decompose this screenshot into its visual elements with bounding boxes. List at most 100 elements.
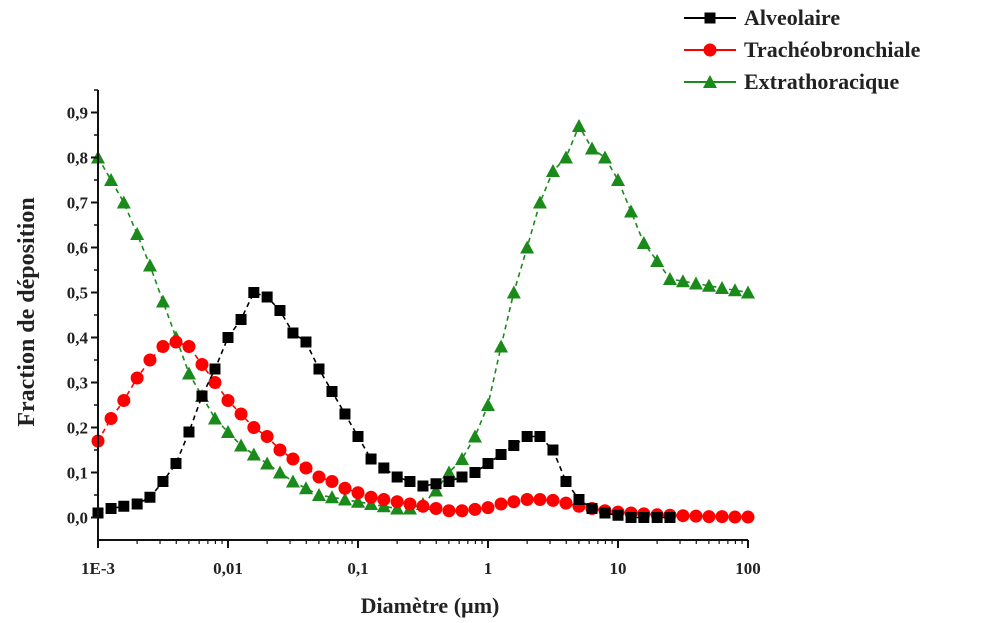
- data-point-extrathoracique: [181, 366, 196, 380]
- data-point-tracheobronchiale: [299, 461, 313, 475]
- data-point-tracheobronchiale: [273, 443, 287, 457]
- legend-label: Extrathoracique: [744, 69, 899, 94]
- data-point-tracheobronchiale: [494, 497, 508, 511]
- y-tick-label: 0,8: [67, 149, 88, 168]
- data-point-tracheobronchiale: [195, 358, 209, 371]
- data-point-extrathoracique: [481, 398, 495, 411]
- data-point-alveolaire: [235, 314, 247, 325]
- data-point-alveolaire: [612, 509, 624, 521]
- data-point-extrathoracique: [221, 425, 235, 438]
- data-point-extrathoracique: [325, 490, 340, 504]
- data-point-alveolaire: [404, 476, 416, 487]
- data-point-extrathoracique: [532, 195, 547, 209]
- data-point-extrathoracique: [130, 227, 145, 240]
- data-point-extrathoracique: [571, 119, 586, 132]
- data-point-alveolaire: [300, 336, 312, 348]
- data-point-tracheobronchiale: [403, 497, 417, 511]
- data-point-tracheobronchiale: [338, 481, 352, 495]
- x-tick-label: 1E-3: [81, 559, 115, 578]
- data-point-tracheobronchiale: [182, 340, 196, 353]
- data-point-extrathoracique: [545, 164, 560, 177]
- data-point-tracheobronchiale: [416, 499, 430, 513]
- legend-marker: [703, 75, 717, 88]
- data-point-alveolaire: [274, 305, 286, 316]
- data-point-alveolaire: [144, 491, 156, 503]
- data-point-tracheobronchiale: [234, 407, 248, 421]
- data-point-extrathoracique: [298, 481, 313, 495]
- data-point-alveolaire: [625, 512, 637, 523]
- data-point-alveolaire: [547, 444, 559, 456]
- data-point-extrathoracique: [142, 258, 157, 272]
- data-point-alveolaire: [365, 453, 377, 465]
- data-point-tracheobronchiale: [533, 493, 547, 506]
- data-point-extrathoracique: [104, 173, 119, 186]
- data-point-extrathoracique: [428, 483, 443, 497]
- data-point-alveolaire: [287, 327, 299, 339]
- axes: [97, 90, 748, 541]
- legend: Alveolaire Trachéobronchiale Extrathoraciq…: [684, 5, 921, 94]
- legend-marker: [704, 12, 716, 24]
- data-point-alveolaire: [183, 426, 195, 438]
- data-point-alveolaire: [469, 467, 481, 478]
- data-point-alveolaire: [105, 503, 117, 514]
- y-tick-label: 0,4: [67, 329, 89, 348]
- data-point-tracheobronchiale: [364, 490, 378, 504]
- data-point-tracheobronchiale: [455, 504, 469, 518]
- data-point-alveolaire: [209, 363, 221, 375]
- x-tick-label: 0,01: [213, 559, 243, 578]
- series-line-extrathoracique: [97, 124, 749, 510]
- data-point-extrathoracique: [207, 411, 222, 425]
- data-point-tracheobronchiale: [117, 394, 131, 407]
- data-point-alveolaire: [534, 431, 546, 442]
- data-point-alveolaire: [196, 390, 208, 402]
- data-point-alveolaire: [391, 471, 403, 483]
- x-axis-title: Diamètre (µm): [361, 593, 500, 618]
- data-point-extrathoracique: [688, 276, 703, 290]
- series-alveolaire: [92, 287, 676, 523]
- data-point-extrathoracique: [585, 141, 600, 155]
- data-point-extrathoracique: [650, 254, 665, 267]
- data-point-alveolaire: [313, 363, 325, 375]
- data-point-extrathoracique: [494, 339, 509, 353]
- data-point-extrathoracique: [506, 285, 521, 299]
- ticks: 0,0 0,1 0,2 0,3 0,4 0,5 0,6 0,7 0,8 0,9 1E-3 0,01 0,…: [67, 89, 761, 578]
- data-point-extrathoracique: [520, 240, 535, 254]
- data-point-tracheobronchiale: [143, 353, 157, 367]
- data-point-tracheobronchiale: [676, 509, 690, 523]
- data-point-alveolaire: [664, 512, 676, 523]
- data-point-alveolaire: [261, 291, 273, 303]
- y-tick-label: 0,7: [67, 194, 89, 213]
- data-point-extrathoracique: [455, 452, 470, 465]
- data-point-alveolaire: [508, 440, 520, 451]
- data-point-extrathoracique: [597, 150, 612, 164]
- legend-label: Trachéobronchiale: [744, 37, 921, 62]
- data-point-tracheobronchiale: [559, 496, 573, 510]
- x-tick-label: 1: [484, 559, 493, 578]
- y-tick-label: 0,2: [67, 419, 88, 438]
- data-point-alveolaire: [651, 512, 663, 523]
- y-axis-title: Fraction de déposition: [14, 197, 40, 426]
- data-point-alveolaire: [482, 458, 494, 469]
- data-point-extrathoracique: [311, 488, 326, 501]
- data-point-tracheobronchiale: [741, 510, 755, 524]
- data-point-tracheobronchiale: [156, 340, 170, 353]
- y-tick-label: 0,5: [67, 284, 88, 303]
- data-point-alveolaire: [248, 287, 260, 298]
- data-point-extrathoracique: [715, 281, 730, 294]
- series-line-alveolaire: [97, 291, 670, 519]
- data-point-tracheobronchiale: [286, 452, 300, 466]
- x-tick-label: 0,1: [347, 559, 368, 578]
- data-point-extrathoracique: [675, 274, 690, 288]
- x-tick-label: 10: [610, 559, 627, 578]
- data-point-tracheobronchiale: [702, 510, 716, 524]
- data-point-alveolaire: [443, 476, 455, 487]
- data-point-tracheobronchiale: [104, 412, 118, 425]
- data-point-extrathoracique: [337, 492, 352, 506]
- data-point-extrathoracique: [155, 294, 170, 308]
- plot-area: [91, 119, 755, 524]
- data-point-extrathoracique: [611, 173, 625, 186]
- data-point-tracheobronchiale: [325, 475, 339, 488]
- data-point-tracheobronchiale: [546, 493, 560, 507]
- data-point-extrathoracique: [701, 278, 716, 292]
